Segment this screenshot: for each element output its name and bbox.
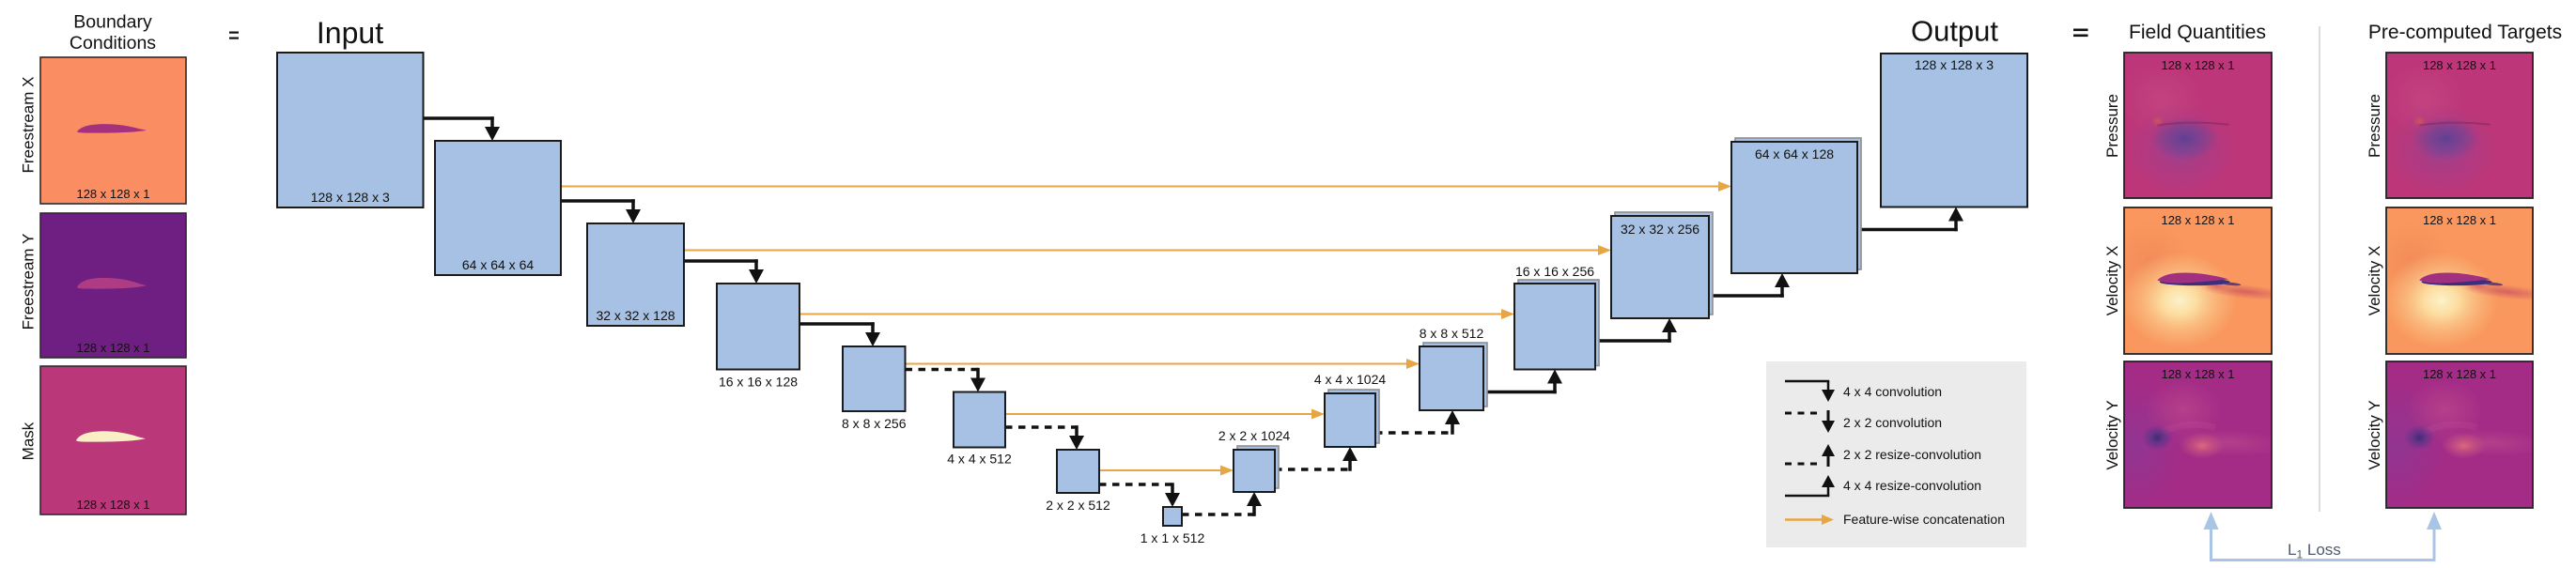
svg-text:16 x 16 x 256: 16 x 16 x 256	[1515, 264, 1594, 279]
svg-text:128 x 128 x 1: 128 x 128 x 1	[2423, 58, 2496, 72]
svg-text:128 x 128 x 1: 128 x 128 x 1	[2161, 58, 2234, 72]
svg-text:8 x 8 x 256: 8 x 8 x 256	[842, 416, 907, 431]
svg-text:2 x 2 x 512: 2 x 2 x 512	[1046, 498, 1110, 513]
svg-text:1 x 1 x 512: 1 x 1 x 512	[1141, 530, 1205, 545]
svg-text:4 x 4 x 512: 4 x 4 x 512	[947, 452, 1012, 467]
svg-text:Velocity Y: Velocity Y	[2366, 400, 2383, 469]
svg-text:4 x 4 x 1024: 4 x 4 x 1024	[1314, 372, 1386, 387]
svg-text:16 x 16 x 128: 16 x 16 x 128	[719, 375, 798, 390]
svg-text:64 x 64 x 128: 64 x 64 x 128	[1755, 146, 1834, 161]
svg-text:Feature-wise concatenation: Feature-wise concatenation	[1843, 512, 2005, 527]
svg-text:2 x 2 convolution: 2 x 2 convolution	[1843, 415, 1942, 430]
svg-text:Pre-computed Targets: Pre-computed Targets	[2368, 22, 2562, 43]
svg-text:128 x 128 x 1: 128 x 128 x 1	[2423, 367, 2496, 381]
svg-text:Input: Input	[317, 16, 383, 50]
svg-text:32 x 32 x 128: 32 x 32 x 128	[596, 308, 675, 323]
svg-text:Velocity Y: Velocity Y	[2103, 400, 2121, 469]
svg-text:2 x 2 x 1024: 2 x 2 x 1024	[1218, 428, 1290, 443]
svg-text:128 x 128 x 3: 128 x 128 x 3	[311, 190, 390, 205]
svg-text:4 x 4 resize-convolution: 4 x 4 resize-convolution	[1843, 478, 1981, 493]
svg-text:128 x 128 x 1: 128 x 128 x 1	[76, 187, 149, 201]
svg-text:Output: Output	[1911, 15, 1998, 48]
svg-text:8 x 8 x 512: 8 x 8 x 512	[1420, 326, 1484, 341]
svg-text:Mask: Mask	[20, 422, 38, 460]
svg-text:Freestream X: Freestream X	[20, 77, 38, 174]
svg-text:Pressure: Pressure	[2103, 94, 2121, 158]
svg-text:128 x 128 x 1: 128 x 128 x 1	[2161, 367, 2234, 381]
svg-text:128 x 128 x 1: 128 x 128 x 1	[76, 498, 149, 512]
svg-text:128 x 128 x 1: 128 x 128 x 1	[2423, 213, 2496, 227]
svg-text:Conditions: Conditions	[70, 33, 156, 54]
svg-text:128 x 128 x 1: 128 x 128 x 1	[2161, 213, 2234, 227]
svg-text:32 x 32 x 256: 32 x 32 x 256	[1621, 222, 1699, 237]
svg-text:128 x 128 x 3: 128 x 128 x 3	[1915, 57, 1994, 72]
svg-text:128 x 128 x 1: 128 x 128 x 1	[76, 341, 149, 355]
svg-text:64 x 64 x 64: 64 x 64 x 64	[462, 257, 534, 272]
svg-text:L1 Loss: L1 Loss	[2288, 541, 2341, 561]
svg-text:Pressure: Pressure	[2366, 94, 2383, 158]
svg-text:4 x 4 convolution: 4 x 4 convolution	[1843, 384, 1942, 399]
svg-text:Freestream Y: Freestream Y	[20, 234, 38, 330]
svg-text:2 x 2 resize-convolution: 2 x 2 resize-convolution	[1843, 447, 1981, 462]
svg-text:Field Quantities: Field Quantities	[2129, 22, 2266, 43]
svg-text:Velocity X: Velocity X	[2103, 246, 2121, 316]
svg-text:Velocity X: Velocity X	[2366, 246, 2383, 316]
svg-text:Boundary: Boundary	[73, 12, 152, 33]
